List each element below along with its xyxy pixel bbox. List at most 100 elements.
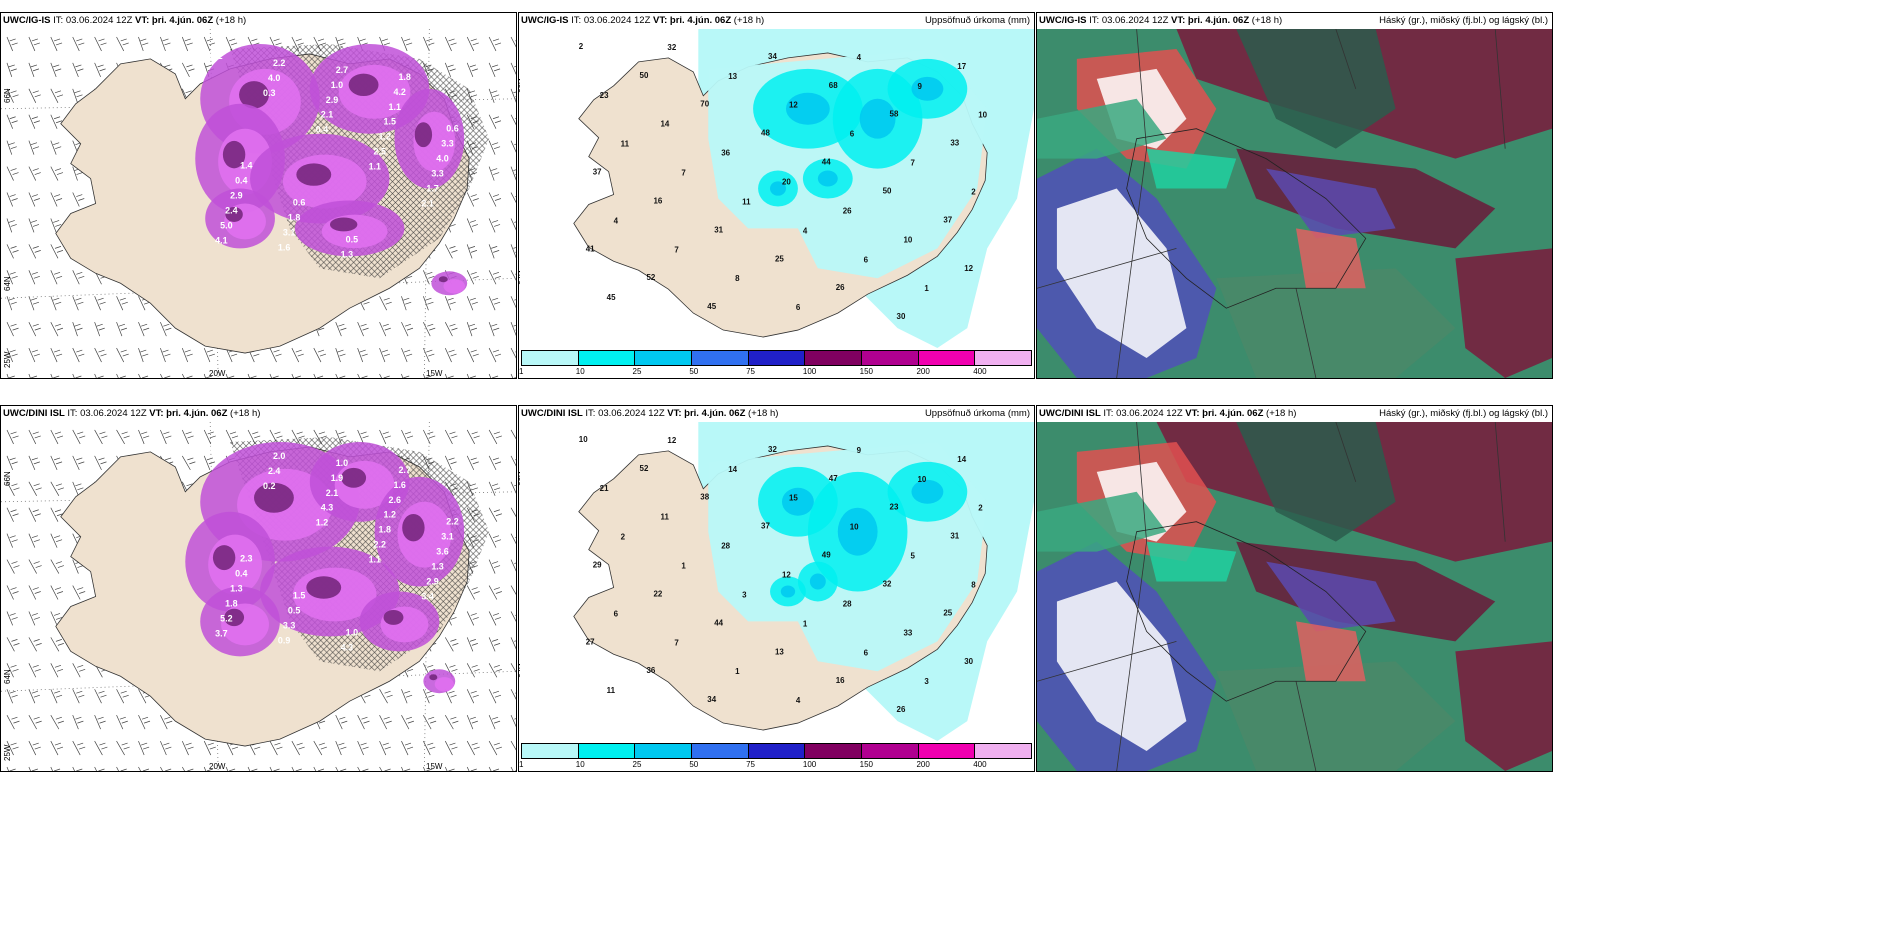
- legend-swatch: [748, 744, 806, 758]
- cloud-map[interactable]: [1037, 422, 1552, 771]
- precip-value-label: 36: [647, 666, 656, 675]
- wind-panel-bottom: UWC/DINI ISL IT: 03.06.2024 12Z VT: þri.…: [0, 405, 517, 772]
- precip-value-label: 31: [714, 225, 723, 234]
- wind-value-label: 1.6: [393, 480, 405, 490]
- legend-colorbar: [521, 743, 1032, 759]
- legend-label: 150: [859, 760, 874, 769]
- panel-title: UWC/DINI ISL IT: 03.06.2024 12Z VT: þri.…: [1039, 408, 1297, 419]
- precip-value-label: 4: [614, 216, 619, 225]
- cloud-map[interactable]: [1037, 29, 1552, 378]
- wind-value-label: 1.1: [388, 102, 400, 112]
- precip-value-label: 28: [843, 599, 852, 608]
- precip-value-label: 33: [904, 628, 913, 637]
- precip-value-label: 26: [843, 206, 852, 215]
- legend-label: 25: [632, 760, 642, 769]
- wind-value-label: 1.5: [384, 117, 396, 127]
- legend-swatch: [862, 744, 919, 758]
- precip-value-label: 2: [579, 42, 584, 51]
- legend-label: 75: [746, 760, 756, 769]
- precip-map[interactable]: 10 52 38 37 49 32 25 27 36 34 32 47 23 31 29 22 44 13 16 26…: [519, 422, 1034, 741]
- precip-value-label: 26: [836, 283, 845, 292]
- precip-value-label: 14: [728, 465, 737, 474]
- precip-value-label: 16: [653, 196, 662, 205]
- wind-value-label: 0.3: [210, 444, 222, 454]
- wind-value-label: 3.6: [436, 547, 448, 557]
- precip-value-label: 25: [775, 254, 784, 263]
- precip-value-label: 2: [978, 504, 983, 513]
- precip-value-label: 1: [924, 284, 929, 293]
- precip-title: Uppsöfnuð úrkoma (mm): [924, 408, 1030, 419]
- wind-value-label: 1.7: [426, 184, 438, 194]
- wind-value-label: 1.3: [341, 249, 353, 259]
- cloud-panel-top: UWC/IG-IS IT: 03.06.2024 12Z VT: þri. 4.…: [1036, 12, 1553, 379]
- lat-label-64: 64N: [518, 270, 522, 285]
- legend-swatch: [692, 351, 749, 365]
- lat-label-66: 66N: [3, 88, 12, 103]
- legend-label: 10: [575, 760, 585, 769]
- legend-swatch: [805, 744, 863, 758]
- precip-value-label: 11: [660, 513, 669, 522]
- wind-value-label: 2.7: [398, 465, 410, 475]
- legend-label: 150: [859, 367, 874, 376]
- precip-value-label: 6: [796, 303, 801, 312]
- wind-value-label: 2.7: [336, 65, 348, 75]
- wind-value-label: 2.5: [374, 147, 386, 157]
- lat-label-66: 66N: [518, 471, 522, 486]
- precip-panel-bottom: UWC/DINI ISL IT: 03.06.2024 12Z VT: þri.…: [518, 405, 1035, 772]
- wind-value-label: 3.3: [441, 139, 453, 149]
- precip-legend: 1 10 25 50 75 100 150 200 400: [519, 741, 1034, 771]
- legend-swatch: [918, 351, 976, 365]
- precip-value-label: 10: [978, 111, 987, 120]
- wind-value-label: 1.8: [288, 212, 300, 222]
- precip-value-label: 11: [607, 686, 616, 695]
- precip-value-label: 14: [660, 120, 669, 129]
- wind-value-label: 1.0: [331, 80, 343, 90]
- precip-value-label: 32: [883, 579, 892, 588]
- wind-value-label: 4.3: [321, 503, 333, 513]
- lon-label-20: 20W: [209, 369, 226, 378]
- precip-value-label: 7: [674, 245, 679, 254]
- precip-value-label: 6: [850, 130, 855, 139]
- precip-value-label: 9: [917, 82, 922, 91]
- precip-value-label: 52: [640, 464, 649, 473]
- legend-swatch: [578, 744, 636, 758]
- precip-map[interactable]: 2 50 70 48 44 50 37 41 52 45 34 68 58 33 37 16 31 25 26 30 1…: [519, 29, 1034, 348]
- wind-value-label: 1.3: [230, 584, 242, 594]
- legend-label: 1: [519, 367, 524, 376]
- legend-label: 50: [689, 367, 699, 376]
- precip-value-label: 8: [735, 274, 740, 283]
- legend-label: 100: [802, 367, 817, 376]
- legend-swatch: [692, 744, 749, 758]
- wind-value-label: 0.5: [346, 234, 358, 244]
- wind-value-label: 1.0: [346, 627, 358, 637]
- legend-swatch: [635, 744, 693, 758]
- precip-value-label: 12: [789, 101, 798, 110]
- precip-value-label: 3: [924, 677, 929, 686]
- coastline: [1126, 521, 1367, 702]
- wind-value-label: 1.0: [336, 458, 348, 468]
- legend-label: 50: [689, 760, 699, 769]
- wind-value-label: 2.4: [268, 466, 280, 476]
- legend-swatch: [975, 351, 1032, 365]
- wind-value-label: 0.5: [288, 605, 300, 615]
- wind-value-label: 4.3: [341, 642, 353, 652]
- wind-value-label: 1.8: [398, 72, 410, 82]
- precip-value-label: 11: [621, 140, 630, 149]
- wind-value-label: 1.3: [431, 562, 443, 572]
- precip-value-label: 3: [742, 590, 747, 599]
- precip-value-label: 8: [971, 580, 976, 589]
- precip-value-label: 47: [829, 474, 838, 483]
- wind-map[interactable]: 0.2 0.3 0.4 1.1 2.1 4.1 4.0 2.1 2.5 1.7 5.0 2.2 2.9 1…: [1, 29, 516, 378]
- wind-value-label: 1.2: [379, 132, 391, 142]
- cloud-panel-bottom: UWC/DINI ISL IT: 03.06.2024 12Z VT: þri.…: [1036, 405, 1553, 772]
- legend-label: 200: [916, 760, 930, 769]
- precip-value-label: 58: [890, 110, 899, 119]
- wind-map[interactable]: 0.3 0.2 1.2 1.1 3.4 3.7 2.4 4.3 2.2 2.9 5.2 2.0 2.1 1…: [1, 422, 516, 771]
- precip-value-label: 15: [789, 494, 798, 503]
- wind-value-label: 2.1: [326, 488, 338, 498]
- wind-value-label: 1.1: [369, 162, 381, 172]
- cloud-title: Háský (gr.), miðský (fj.bl.) og lágský (…: [1379, 15, 1548, 26]
- precip-value-label: 50: [640, 71, 649, 80]
- precip-value-label: 20: [782, 178, 791, 187]
- wind-value-label: 1.2: [316, 518, 328, 528]
